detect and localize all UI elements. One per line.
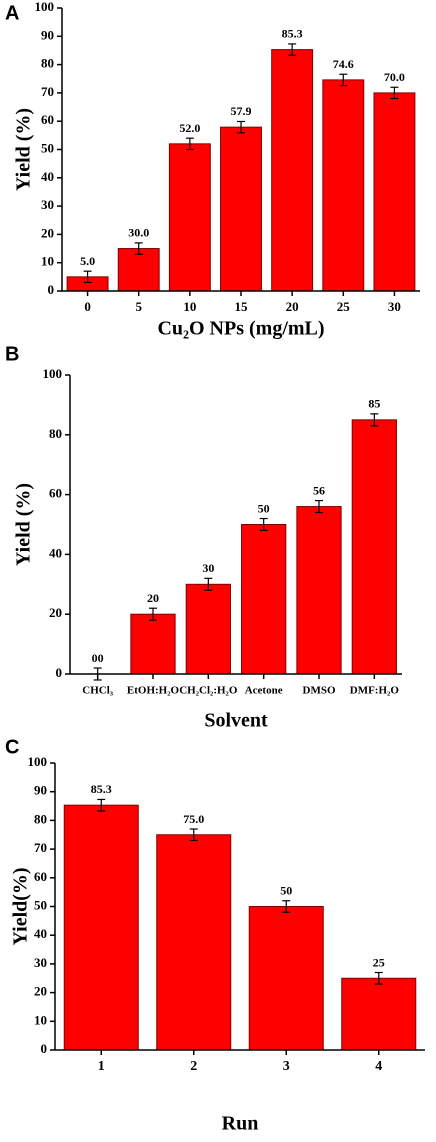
bar <box>220 126 262 292</box>
y-tick-label: 70 <box>41 84 54 99</box>
bar <box>373 92 416 292</box>
value-label: 57.9 <box>231 104 252 118</box>
y-tick-label: 10 <box>34 1012 47 1027</box>
x-tick-label: 15 <box>235 299 249 314</box>
y-tick-label: 80 <box>34 811 47 826</box>
value-label: 5.0 <box>80 254 95 268</box>
value-label: 30.0 <box>128 226 149 240</box>
y-tick-label: 40 <box>34 926 47 941</box>
y-tick-label: 40 <box>41 169 54 184</box>
panel-label: B <box>5 343 19 365</box>
x-tick-label: 3 <box>283 1059 290 1074</box>
y-tick-label: 80 <box>41 56 54 71</box>
y-tick-label: 100 <box>35 0 55 14</box>
x-tick-label: 0 <box>84 299 91 314</box>
y-tick-label: 30 <box>41 197 54 212</box>
y-tick-label: 50 <box>41 140 54 155</box>
y-tick-label: 60 <box>49 486 62 501</box>
y-tick-label: 20 <box>41 225 54 240</box>
y-tick-label: 90 <box>41 27 54 42</box>
y-tick-label: 60 <box>34 869 47 884</box>
y-tick-label: 0 <box>41 1041 48 1056</box>
y-tick-label: 40 <box>49 545 62 560</box>
bar <box>351 419 397 675</box>
bar <box>156 834 232 1051</box>
y-tick-label: 10 <box>41 254 54 269</box>
y-tick-label: 20 <box>49 605 62 620</box>
value-label: 30 <box>202 561 214 575</box>
y-axis-title: Yield (%) <box>13 108 35 191</box>
y-tick-label: 70 <box>34 840 47 855</box>
value-label: 52.0 <box>179 121 200 135</box>
bar <box>248 906 324 1051</box>
value-label: 00 <box>92 651 104 665</box>
x-tick-label: 25 <box>337 299 351 314</box>
y-tick-label: 100 <box>43 366 63 381</box>
value-label: 20 <box>147 591 159 605</box>
x-tick-label: EtOH:H₂O <box>127 685 180 697</box>
y-tick-label: 90 <box>34 783 47 798</box>
x-tick-label: CH₂Cl₂:H₂O <box>179 685 238 697</box>
x-tick-label: 20 <box>286 299 299 314</box>
x-tick-label: 1 <box>98 1059 105 1074</box>
value-label: 25 <box>373 955 385 969</box>
y-tick-label: 0 <box>48 282 55 297</box>
value-label: 56 <box>313 483 325 497</box>
x-tick-label: CHCl₃ <box>82 685 114 697</box>
bar <box>185 583 231 675</box>
value-label: 85.3 <box>282 27 303 41</box>
x-axis-title: Solvent <box>204 710 268 732</box>
panel-label: C <box>5 736 19 758</box>
x-tick-label: 5 <box>135 299 142 314</box>
x-tick-label: 2 <box>190 1059 197 1074</box>
x-tick-label: DMF:H₂O <box>350 685 400 697</box>
y-tick-label: 0 <box>56 665 63 680</box>
bar <box>271 49 314 292</box>
y-axis-title: Yield(%) <box>10 867 32 945</box>
value-label: 70.0 <box>384 70 405 84</box>
x-tick-label: 30 <box>388 299 401 314</box>
bar <box>241 524 287 675</box>
value-label: 50 <box>280 884 292 898</box>
value-label: 50 <box>258 501 270 515</box>
bar <box>117 248 160 292</box>
value-label: 85.3 <box>91 782 112 796</box>
value-label: 74.6 <box>333 57 354 71</box>
y-tick-label: 20 <box>34 984 47 999</box>
bar <box>130 613 176 675</box>
panel-label: A <box>5 2 19 24</box>
y-tick-label: 80 <box>49 426 62 441</box>
y-tick-label: 50 <box>34 897 47 912</box>
bar <box>322 79 365 292</box>
bar <box>63 804 139 1051</box>
y-tick-label: 100 <box>28 754 48 769</box>
x-tick-label: 4 <box>375 1059 382 1074</box>
bar <box>296 506 342 675</box>
x-tick-label: Acetone <box>245 685 283 697</box>
value-label: 75.0 <box>183 812 204 826</box>
bar <box>168 143 211 292</box>
y-tick-label: 60 <box>41 112 54 127</box>
bar <box>341 977 417 1051</box>
x-tick-label: DMSO <box>303 685 336 697</box>
x-axis-title: Cu₂O NPs (mg/mL) <box>157 318 324 340</box>
x-tick-label: 10 <box>183 299 196 314</box>
value-label: 85 <box>368 397 380 411</box>
y-tick-label: 30 <box>34 955 47 970</box>
y-axis-title: Yield (%) <box>13 483 35 566</box>
x-axis-title: Run <box>222 1113 259 1135</box>
